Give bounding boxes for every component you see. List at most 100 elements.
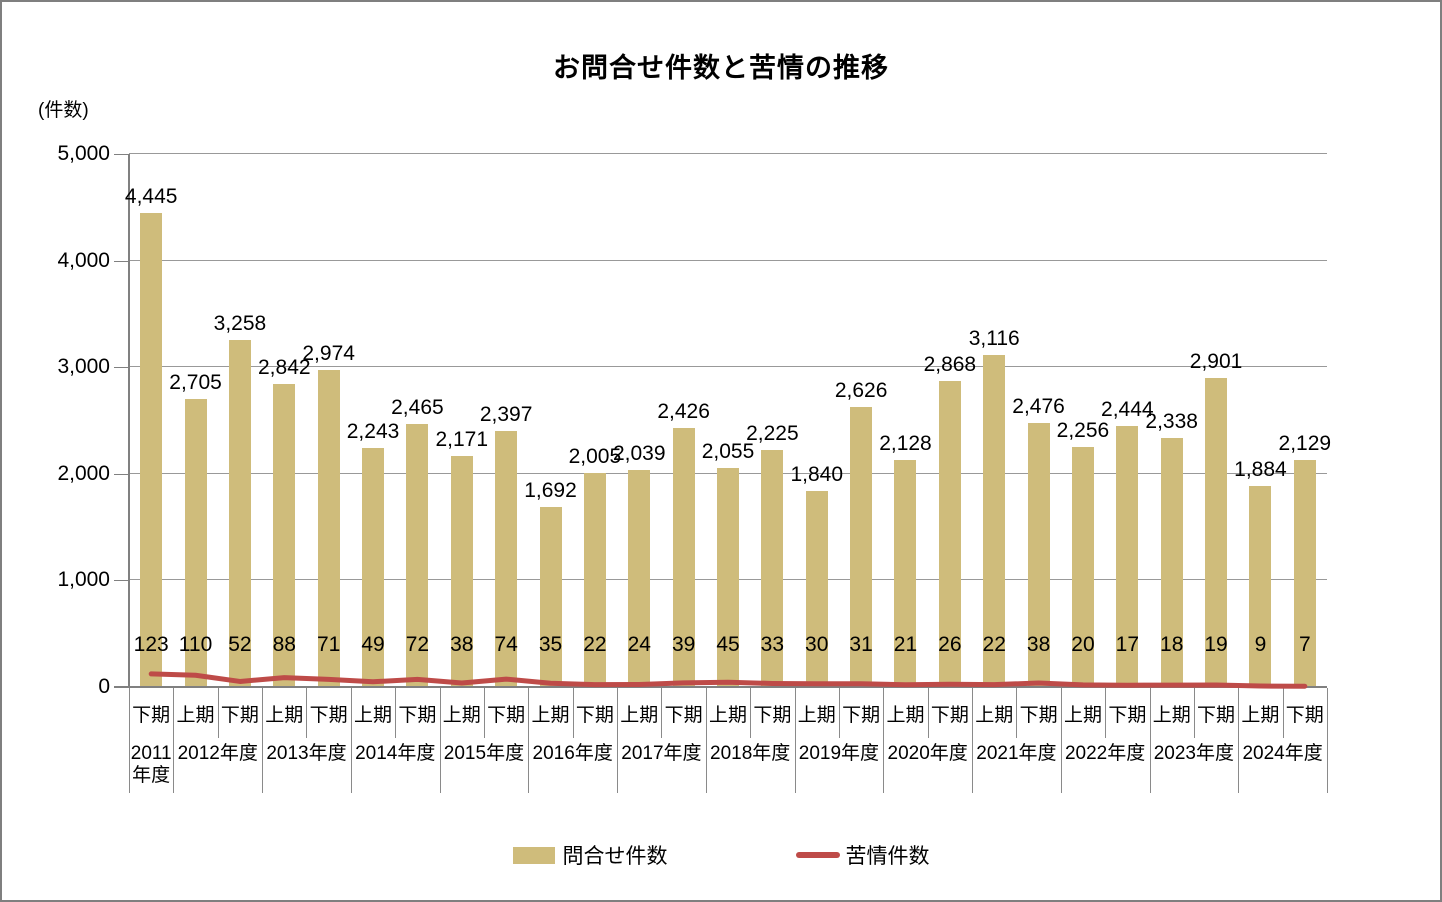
period-cell: 上期 bbox=[1152, 704, 1191, 726]
complaint-value-label: 22 bbox=[583, 633, 607, 656]
axis-separator bbox=[1282, 688, 1284, 738]
complaint-value-label: 19 bbox=[1204, 633, 1228, 656]
bar-value-label: 2,476 bbox=[1012, 395, 1065, 419]
complaint-value-label: 20 bbox=[1071, 633, 1095, 656]
year-cell: 2017年度 bbox=[621, 743, 702, 764]
complaint-value-label: 88 bbox=[272, 633, 296, 656]
complaint-value-label: 31 bbox=[849, 633, 873, 656]
bar bbox=[583, 473, 606, 687]
axis-separator bbox=[661, 688, 663, 738]
complaint-value-label: 26 bbox=[938, 633, 962, 656]
bar bbox=[539, 506, 562, 687]
complaint-value-label: 52 bbox=[228, 633, 252, 656]
bar bbox=[495, 431, 518, 687]
axis-separator bbox=[483, 688, 485, 738]
bar bbox=[1116, 426, 1139, 687]
complaint-value-label: 39 bbox=[671, 633, 696, 656]
bar-value-label: 2,901 bbox=[1189, 349, 1243, 373]
period-cell: 下期 bbox=[398, 704, 437, 726]
period-cell: 下期 bbox=[575, 704, 614, 726]
axis-separator bbox=[439, 688, 441, 793]
bar bbox=[628, 469, 651, 687]
grid-line bbox=[129, 366, 1327, 368]
axis-separator bbox=[1193, 688, 1195, 738]
axis-separator bbox=[262, 688, 264, 793]
complaint-value-label: 17 bbox=[1115, 633, 1140, 656]
bar-value-label: 2,426 bbox=[657, 400, 710, 424]
axis-separator bbox=[1016, 688, 1018, 738]
complaint-value-label: 7 bbox=[1298, 633, 1311, 656]
year-cell: 2013年度 bbox=[266, 743, 347, 764]
bar bbox=[1205, 377, 1228, 687]
complaint-value-label: 24 bbox=[627, 633, 651, 656]
y-axis-line bbox=[128, 154, 130, 687]
complaint-value-label: 9 bbox=[1254, 633, 1267, 656]
axis-separator bbox=[395, 688, 397, 738]
bar bbox=[406, 424, 429, 687]
complaint-value-label: 22 bbox=[982, 633, 1006, 656]
year-cell: 2015年度 bbox=[443, 743, 525, 764]
bar-value-label: 2,842 bbox=[258, 356, 311, 380]
y-axis-tick-label: 1,000 bbox=[57, 568, 110, 592]
bar-value-label: 2,225 bbox=[746, 421, 799, 445]
complaint-value-label: 38 bbox=[450, 633, 474, 656]
period-cell: 上期 bbox=[975, 704, 1014, 726]
x-axis-line bbox=[114, 686, 1327, 688]
bar-value-label: 2,243 bbox=[346, 419, 400, 443]
bar bbox=[672, 428, 695, 687]
y-axis-tick-label: 5,000 bbox=[57, 142, 110, 165]
year-cell: 2022年度 bbox=[1064, 743, 1146, 764]
bar-value-label: 2,039 bbox=[612, 441, 666, 465]
period-cell: 下期 bbox=[1019, 704, 1058, 726]
axis-separator bbox=[838, 688, 840, 738]
period-cell: 上期 bbox=[886, 704, 925, 726]
year-cell: 2014年度 bbox=[355, 743, 436, 764]
bar bbox=[850, 407, 873, 687]
axis-separator bbox=[1149, 688, 1151, 793]
y-axis-unit-label: (件数) bbox=[38, 100, 89, 121]
complaint-value-label: 38 bbox=[1026, 633, 1051, 656]
complaint-value-label: 45 bbox=[716, 633, 740, 656]
bar-value-label: 2,465 bbox=[391, 396, 444, 420]
bar-value-label: 2,626 bbox=[834, 379, 888, 403]
grid-line bbox=[129, 153, 1327, 154]
period-cell: 上期 bbox=[620, 704, 659, 726]
bar bbox=[1071, 446, 1094, 687]
axis-separator bbox=[794, 688, 796, 793]
bar bbox=[1249, 486, 1272, 687]
y-axis-tick bbox=[114, 154, 129, 155]
complaint-value-label: 71 bbox=[316, 633, 341, 656]
legend-line-swatch bbox=[795, 852, 840, 858]
period-cell: 上期 bbox=[265, 704, 304, 726]
complaint-value-label: 33 bbox=[760, 633, 785, 656]
year-cell: 2018年度 bbox=[710, 743, 791, 764]
complaint-value-label: 123 bbox=[133, 633, 169, 656]
bar-value-label: 2,128 bbox=[879, 432, 932, 456]
year-cell: 2020年度 bbox=[887, 743, 968, 764]
period-cell: 上期 bbox=[531, 704, 570, 726]
axis-separator bbox=[972, 688, 974, 793]
bar bbox=[317, 369, 340, 687]
year-cell: 2016年度 bbox=[532, 743, 613, 764]
bar bbox=[273, 384, 296, 687]
bar-value-label: 1,840 bbox=[790, 462, 844, 486]
bar-value-label: 4,445 bbox=[124, 185, 178, 209]
period-cell: 下期 bbox=[487, 704, 526, 726]
axis-separator bbox=[883, 688, 885, 793]
period-cell: 上期 bbox=[176, 704, 215, 726]
complaint-value-label: 18 bbox=[1160, 633, 1184, 656]
axis-separator bbox=[1060, 688, 1062, 793]
bar bbox=[717, 467, 739, 687]
period-cell: 下期 bbox=[930, 704, 969, 726]
period-cell: 上期 bbox=[1241, 704, 1280, 726]
bar bbox=[1160, 437, 1183, 687]
period-cell: 下期 bbox=[220, 704, 259, 726]
period-cell: 下期 bbox=[309, 704, 348, 726]
axis-separator bbox=[528, 688, 530, 793]
axis-separator bbox=[705, 688, 707, 793]
axis-separator bbox=[617, 688, 619, 793]
period-cell: 下期 bbox=[1108, 704, 1147, 726]
legend: 問合せ件数 苦情件数 bbox=[2, 840, 1440, 870]
bar bbox=[362, 447, 385, 687]
